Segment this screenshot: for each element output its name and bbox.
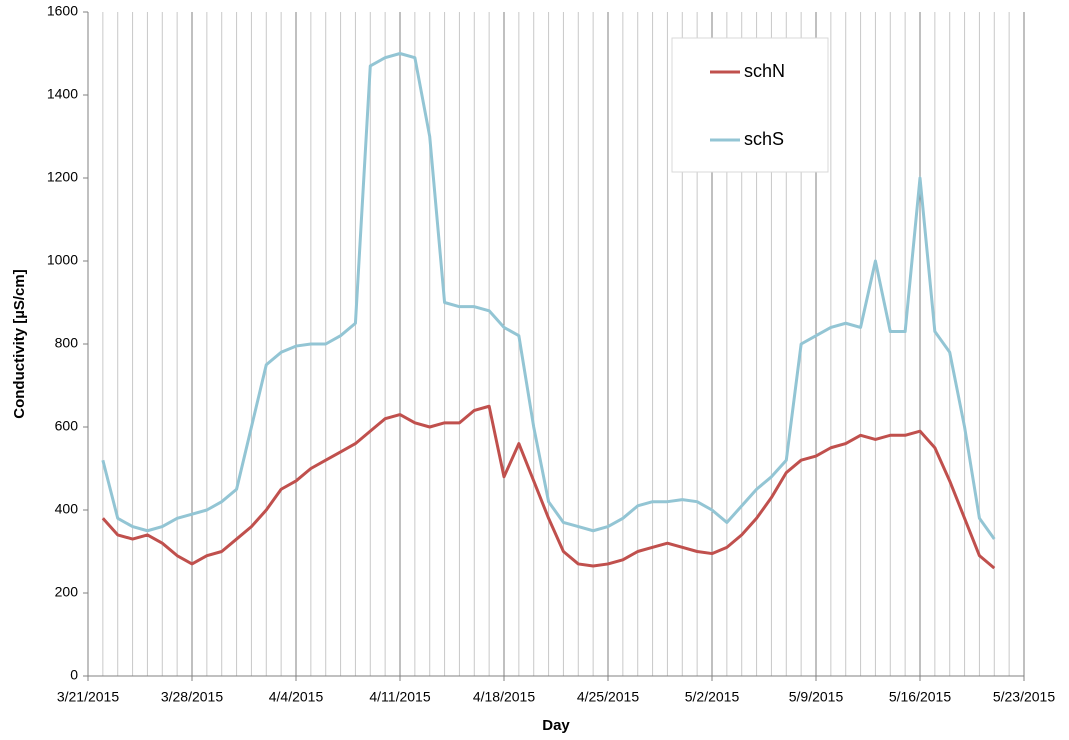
y-tick-label: 200 (55, 584, 79, 600)
x-tick-label: 4/11/2015 (369, 689, 430, 705)
legend-label: schN (744, 61, 785, 81)
legend-label: schS (744, 129, 784, 149)
x-tick-label: 4/4/2015 (269, 689, 324, 705)
x-tick-label: 4/18/2015 (473, 689, 535, 705)
y-tick-label: 400 (55, 501, 79, 517)
y-tick-label: 800 (55, 335, 79, 351)
x-tick-label: 5/9/2015 (789, 689, 844, 705)
x-tick-label: 5/16/2015 (889, 689, 951, 705)
x-tick-label: 5/23/2015 (993, 689, 1055, 705)
x-tick-label: 3/28/2015 (161, 689, 223, 705)
series-line (101, 52, 996, 540)
y-tick-label: 1400 (47, 86, 78, 102)
y-tick-label: 1000 (47, 252, 78, 268)
y-tick-label: 600 (55, 418, 79, 434)
y-tick-label: 1600 (47, 3, 78, 19)
x-tick-label: 3/21/2015 (57, 689, 119, 705)
y-axis-label: Conductivity [µS/cm] (11, 269, 28, 419)
y-tick-label: 1200 (47, 169, 78, 185)
y-tick-label: 0 (70, 667, 78, 683)
x-tick-label: 4/25/2015 (577, 689, 639, 705)
series-line (101, 404, 996, 570)
x-tick-label: 5/2/2015 (685, 689, 740, 705)
legend-box (671, 37, 829, 173)
x-axis-label: Day (542, 717, 570, 734)
